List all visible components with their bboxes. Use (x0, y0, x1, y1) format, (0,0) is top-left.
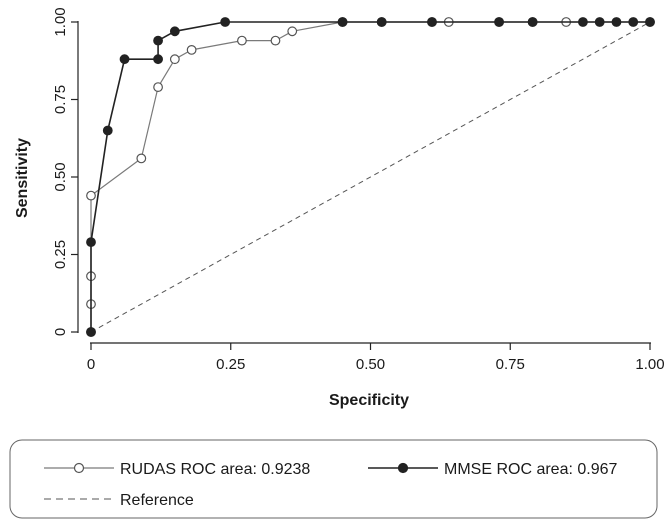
legend-swatch-marker-rudas (73, 462, 85, 474)
x-tick-label: 0.75 (496, 356, 525, 373)
legend-label-mmse: MMSE ROC area: 0.967 (444, 461, 618, 478)
data-point-mmse (594, 17, 605, 27)
data-point-mmse (376, 17, 387, 27)
y-axis-title: Sensitivity (14, 138, 31, 218)
data-point-mmse (220, 17, 231, 27)
data-point-mmse (102, 125, 113, 136)
legend-entry-rudas: RUDAS ROC area: 0.9238 (44, 461, 310, 478)
y-tick-label: 1.00 (52, 7, 69, 36)
data-point-mmse (169, 26, 180, 37)
data-point-mmse (578, 17, 588, 27)
data-point-rudas (136, 153, 147, 164)
data-point-rudas (270, 35, 281, 46)
data-point-rudas (86, 190, 96, 201)
y-tick-label: 0.25 (52, 240, 69, 269)
data-point-mmse (611, 17, 622, 27)
data-point-mmse (645, 17, 655, 27)
legend-entry-mmse: MMSE ROC area: 0.967 (368, 461, 618, 478)
data-point-mmse (494, 17, 504, 27)
y-ticks: 0 0.25 0.50 0.75 1.00 (52, 7, 78, 336)
y-tick-label: 0.75 (52, 85, 69, 114)
x-tick-label: 0.25 (216, 356, 245, 373)
data-point-mmse (527, 17, 538, 27)
legend: RUDAS ROC area: 0.9238 MMSE ROC area: 0.… (9, 439, 658, 519)
data-point-rudas (186, 45, 197, 55)
data-point-rudas (169, 54, 180, 65)
legend-entry-reference: Reference (44, 492, 194, 509)
x-tick-label: 1.00 (635, 356, 664, 373)
data-point-mmse (86, 327, 96, 337)
legend-swatch-marker-mmse (397, 462, 409, 474)
data-point-rudas (153, 82, 163, 92)
y-tick-label: 0.50 (52, 162, 69, 191)
legend-label-rudas: RUDAS ROC area: 0.9238 (120, 461, 310, 478)
axes: 0 0.25 0.50 0.75 1.00 0 0.25 0.50 0.75 1.00 (52, 7, 665, 373)
data-point-rudas (287, 26, 298, 37)
x-ticks: 0 0.25 0.50 0.75 1.00 (87, 343, 665, 373)
data-point-mmse (427, 17, 437, 27)
legend-label-reference: Reference (120, 492, 194, 509)
y-tick-label: 0 (52, 328, 69, 336)
series-line-reference (90, 21, 651, 333)
data-point-mmse (153, 54, 163, 65)
x-tick-label: 0.50 (356, 356, 385, 373)
x-axis-title: Specificity (329, 392, 409, 409)
data-point-mmse (153, 35, 163, 46)
data-point-mmse (337, 17, 348, 27)
data-point-mmse (119, 54, 130, 65)
x-tick-label: 0 (87, 356, 95, 373)
plot-series (86, 17, 655, 337)
data-point-rudas (237, 35, 247, 46)
legend-box (9, 439, 658, 519)
data-point-mmse (86, 237, 96, 248)
data-point-mmse (628, 17, 639, 27)
